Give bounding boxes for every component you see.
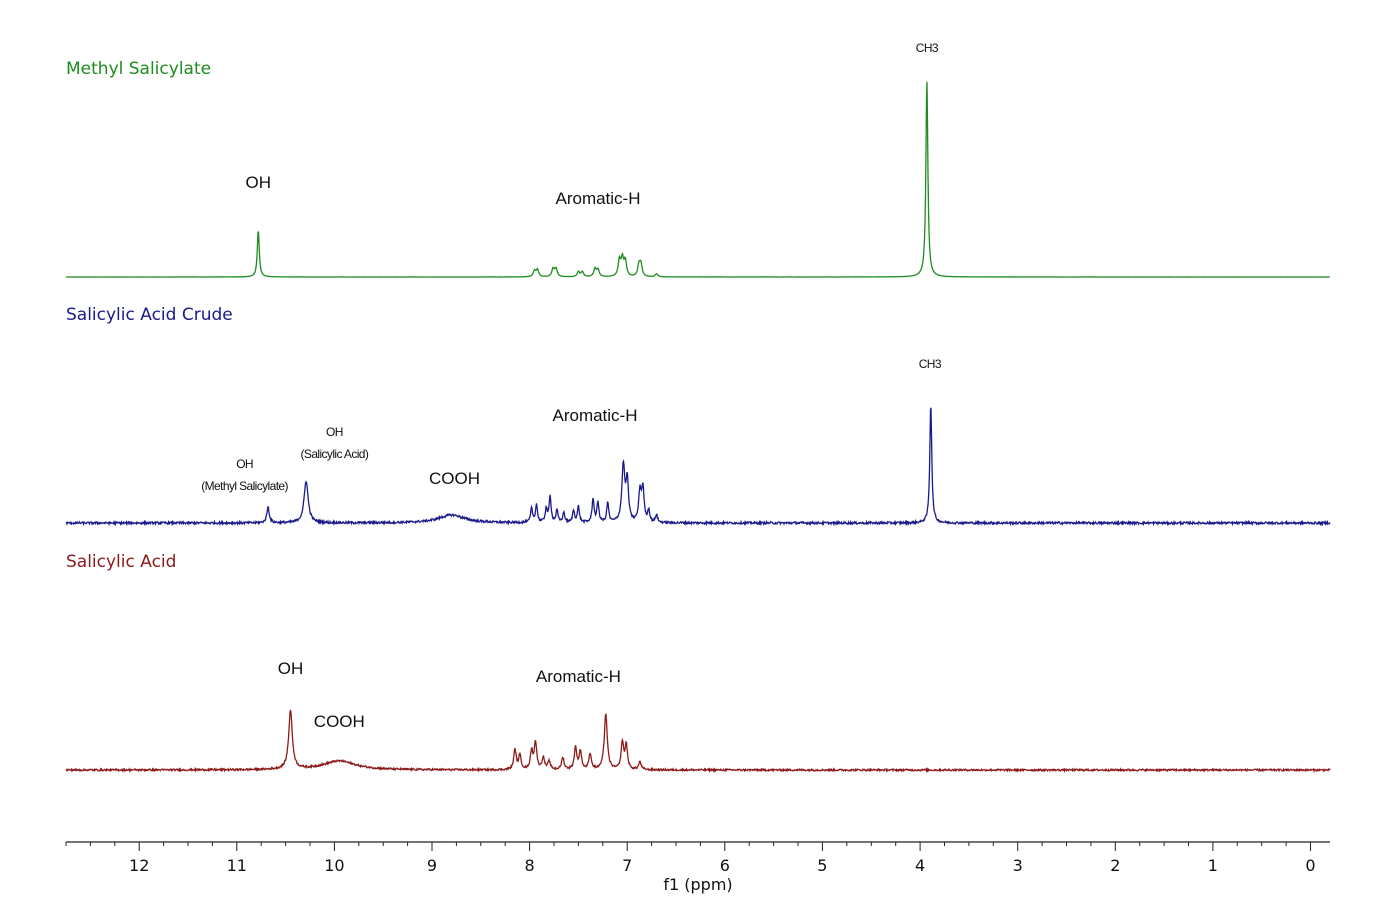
x-tick-label-9: 9 xyxy=(427,856,437,875)
x-tick-label-12: 12 xyxy=(129,856,149,875)
peak-label-methyl-salicylate-0-0: OH xyxy=(246,173,272,192)
peak-labels: OH Aromatic-H CH3 OH (Methyl Salicylate) OH (S… xyxy=(201,41,942,731)
x-axis-ticks: 12 11 10 9 8 7 6 5 4 3 2 1 0 xyxy=(65,842,1316,875)
x-tick-label-4: 4 xyxy=(915,856,925,875)
x-tick-label-10: 10 xyxy=(324,856,344,875)
peak-label-salicylic-acid-crude-0-1: (Methyl Salicylate) xyxy=(201,479,288,493)
peak-label-salicylic-acid-crude-1-1: (Salicylic Acid) xyxy=(301,447,369,461)
x-tick-label-8: 8 xyxy=(525,856,535,875)
spectrum-trace-salicylic-acid xyxy=(65,709,1331,774)
peak-label-salicylic-acid-crude-3-0: Aromatic-H xyxy=(552,406,637,425)
peak-label-salicylic-acid-crude-4-0: CH3 xyxy=(919,357,942,371)
peak-label-salicylic-acid-1-0: COOH xyxy=(314,712,365,731)
series-title-methyl-salicylate: Methyl Salicylate xyxy=(66,59,211,79)
peak-label-methyl-salicylate-2-0: CH3 xyxy=(916,41,939,55)
x-tick-label-0: 0 xyxy=(1305,856,1315,875)
x-tick-label-7: 7 xyxy=(622,856,632,875)
series-title-salicylic-acid-crude: Salicylic Acid Crude xyxy=(66,305,233,325)
x-tick-label-6: 6 xyxy=(720,856,730,875)
x-tick-label-1: 1 xyxy=(1208,856,1218,875)
spectrum-traces xyxy=(65,81,1331,774)
x-tick-label-11: 11 xyxy=(227,856,247,875)
series-titles: Methyl Salicylate Salicylic Acid Crude S… xyxy=(66,59,233,572)
peak-label-salicylic-acid-crude-0-0: OH xyxy=(236,457,253,471)
spectrum-trace-salicylic-acid-crude xyxy=(65,407,1331,527)
x-tick-label-2: 2 xyxy=(1110,856,1120,875)
x-tick-label-5: 5 xyxy=(817,856,827,875)
peak-label-salicylic-acid-2-0: Aromatic-H xyxy=(536,667,621,686)
x-tick-label-3: 3 xyxy=(1013,856,1023,875)
series-title-salicylic-acid: Salicylic Acid xyxy=(66,552,176,572)
peak-label-salicylic-acid-crude-2-0: COOH xyxy=(429,469,480,488)
peak-label-salicylic-acid-0-0: OH xyxy=(278,659,304,678)
spectrum-trace-methyl-salicylate xyxy=(65,81,1331,278)
x-axis-label: f1 (ppm) xyxy=(663,875,732,894)
x-axis: 12 11 10 9 8 7 6 5 4 3 2 1 0 f1 (ppm) xyxy=(65,841,1330,894)
peak-label-salicylic-acid-crude-1-0: OH xyxy=(326,425,343,439)
peak-label-methyl-salicylate-1-0: Aromatic-H xyxy=(555,189,640,208)
